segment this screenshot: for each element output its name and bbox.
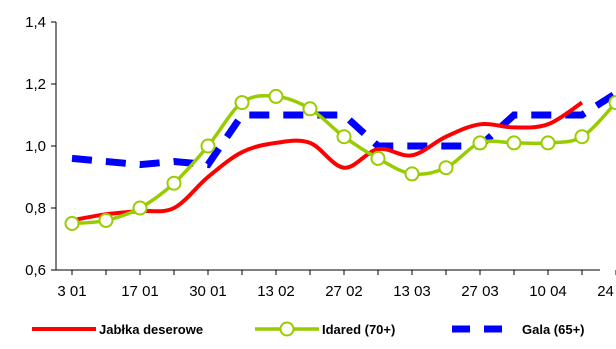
legend-marker-idared bbox=[279, 321, 295, 337]
idared-point bbox=[98, 212, 114, 228]
y-tick-label: 1,4 bbox=[25, 14, 46, 31]
x-tick-label: 3 01 bbox=[57, 283, 86, 300]
series-layer bbox=[64, 88, 616, 231]
idared-point bbox=[302, 101, 318, 117]
idared-point bbox=[574, 129, 590, 145]
idared-point bbox=[234, 95, 250, 111]
x-tick-label: 10 04 bbox=[529, 283, 567, 300]
idared-point bbox=[404, 166, 420, 182]
y-tick-label: 1,2 bbox=[25, 76, 46, 93]
idared-point bbox=[166, 175, 182, 191]
x-tick-label: 13 02 bbox=[257, 283, 295, 300]
idared-point bbox=[438, 160, 454, 176]
y-tick-label: 0,8 bbox=[25, 200, 46, 217]
x-tick-label: 27 02 bbox=[325, 283, 363, 300]
x-tick-label: 13 03 bbox=[393, 283, 431, 300]
idared-point bbox=[472, 135, 488, 151]
idared-point bbox=[540, 135, 556, 151]
x-tick-label: 27 03 bbox=[461, 283, 499, 300]
idared-point bbox=[200, 138, 216, 154]
legend-label-idared: Idared (70+) bbox=[322, 322, 395, 337]
y-tick-label: 0,6 bbox=[25, 262, 46, 279]
x-tick-label: 17 01 bbox=[121, 283, 159, 300]
y-tick-label: 1,0 bbox=[25, 138, 46, 155]
legend: Jabłka deserowe Idared (70+) Gala (65+) bbox=[32, 321, 585, 337]
idared-point bbox=[608, 95, 616, 111]
idared-point bbox=[336, 129, 352, 145]
idared-point bbox=[506, 135, 522, 151]
legend-label-jablka-deserowe: Jabłka deserowe bbox=[99, 322, 203, 337]
legend-label-gala: Gala (65+) bbox=[522, 322, 585, 337]
series-line-jablka-deserowe bbox=[71, 100, 584, 223]
x-tick-label: 30 01 bbox=[189, 283, 227, 300]
idared-point bbox=[370, 150, 386, 166]
axes: 0,6 0,8 1,0 1,2 1,4 3 01 17 01 30 01 13 02 27 02 1… bbox=[25, 14, 616, 300]
idared-point bbox=[268, 88, 284, 104]
idared-point bbox=[132, 200, 148, 216]
x-tick-label: 24 04 bbox=[597, 283, 616, 300]
idared-point bbox=[64, 216, 80, 231]
